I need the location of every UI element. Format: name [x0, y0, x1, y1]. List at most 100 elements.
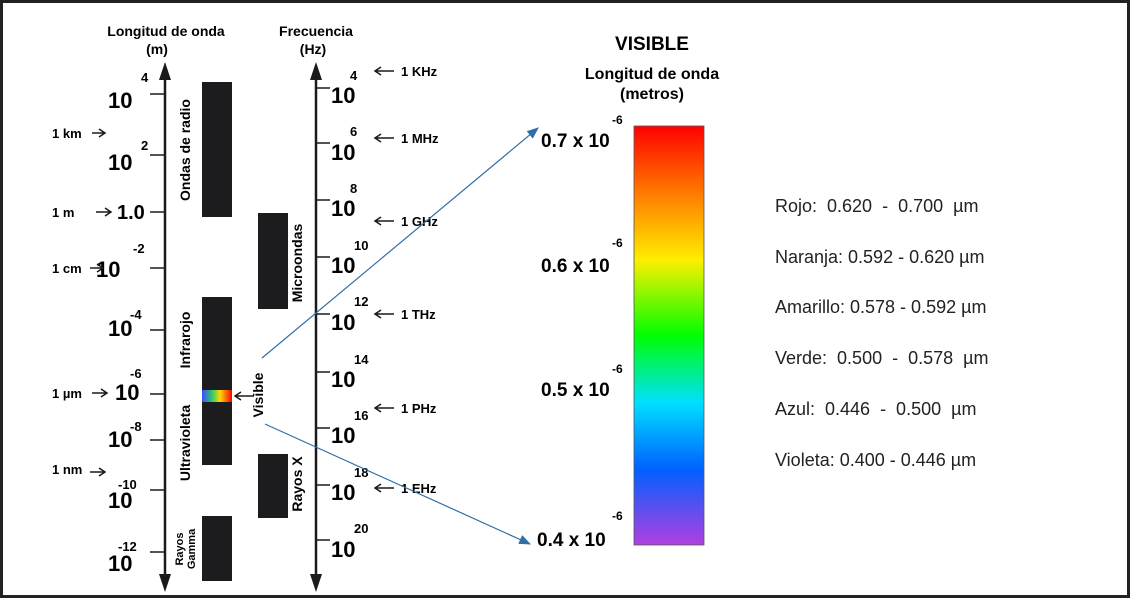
frequency-ticks: 10 4 10 6 10 8 10 10 10 12 10 14 [316, 68, 369, 562]
fr-tick-8-exp: 20 [354, 521, 368, 536]
wl-tick-0-base: 10 [108, 88, 132, 113]
fr-tick-0-exp: 4 [350, 68, 358, 83]
fr-tick-7-base: 10 [331, 480, 355, 505]
label-visible: Visible [250, 372, 266, 417]
marker-1km: 1 km [52, 126, 82, 141]
scale-1-base: 0.6 x 10 [541, 256, 610, 277]
wl-tick-5-exp: -6 [130, 366, 142, 381]
wl-tick-4: 10 -4 [108, 307, 165, 341]
visible-pointer-arrow [233, 391, 254, 401]
label-microondas: Microondas [289, 224, 305, 303]
scale-3-exp: -6 [612, 509, 623, 523]
wl-tick-3-exp: -2 [133, 241, 145, 256]
fr-tick-4: 10 12 [316, 294, 368, 335]
scale-2-exp: -6 [612, 362, 623, 376]
wl-tick-7-base: 10 [108, 488, 132, 513]
visible-subtitle-unit: (metros) [620, 86, 684, 103]
marker-1cm: 1 cm [52, 261, 82, 276]
marker-1m: 1 m [52, 205, 74, 220]
scale-1-exp: -6 [612, 236, 623, 250]
marker-1km-arrow [92, 128, 107, 138]
wavelength-axis-arrow-down [159, 574, 171, 592]
wl-tick-1-exp: 2 [141, 138, 148, 153]
scale-0-exp: -6 [612, 113, 623, 127]
zoom-line-bottom [264, 423, 532, 545]
scale-0-base: 0.7 x 10 [541, 131, 610, 152]
marker-phz-arrow [373, 403, 394, 413]
marker-ehz-arrow [373, 483, 394, 493]
wl-tick-8: 10 -12 [108, 539, 165, 576]
label-radio: Ondas de radio [177, 99, 193, 201]
range-violeta: Violeta: 0.400 - 0.446 µm [775, 450, 977, 470]
scale-3-base: 0.4 x 10 [537, 530, 606, 551]
frequency-axis-arrow-down [310, 574, 322, 592]
marker-1m-arrow [96, 207, 113, 217]
marker-thz-arrow [373, 309, 394, 319]
fr-tick-7: 10 18 [316, 465, 368, 505]
fr-tick-6-exp: 16 [354, 408, 368, 423]
marker-1nm-arrow [90, 467, 107, 477]
marker-1um: 1 µm [52, 386, 82, 401]
fr-tick-6: 10 16 [316, 408, 368, 448]
spectrum-scale: 0.7 x 10 -6 0.6 x 10 -6 0.5 x 10 -6 0.4 … [537, 113, 623, 551]
fr-tick-2: 10 8 [316, 181, 357, 221]
scale-2-base: 0.5 x 10 [541, 380, 610, 401]
label-rayos-x: Rayos X [289, 456, 305, 512]
marker-thz: 1 THz [401, 307, 436, 322]
label-infrarojo: Infrarojo [177, 312, 193, 369]
marker-1nm: 1 nm [52, 462, 82, 477]
fr-tick-2-exp: 8 [350, 181, 357, 196]
wavelength-markers: 1 km 1 m 1 cm 1 µm 1 nm [52, 126, 113, 477]
fr-tick-5-exp: 14 [354, 352, 369, 367]
marker-phz: 1 PHz [401, 401, 437, 416]
fr-tick-0-base: 10 [331, 83, 355, 108]
wl-tick-1-base: 10 [108, 150, 132, 175]
wavelength-axis-unit: (m) [146, 41, 168, 57]
wl-tick-0: 10 4 [108, 70, 165, 113]
range-rojo: Rojo: 0.620 - 0.700 µm [775, 196, 979, 216]
fr-tick-3: 10 10 [316, 238, 368, 278]
wl-tick-7: 10 -10 [108, 477, 165, 513]
wl-tick-6: 10 -8 [108, 419, 165, 452]
fr-tick-4-exp: 12 [354, 294, 368, 309]
wl-tick-4-exp: -4 [130, 307, 142, 322]
band-visible-strip [202, 390, 232, 402]
marker-mhz-arrow [373, 133, 394, 143]
wl-tick-2-base: 1.0 [117, 202, 145, 224]
frequency-axis-title: Frecuencia [279, 23, 353, 39]
wl-tick-5-base: 10 [115, 380, 139, 405]
marker-ehz: 1 EHz [401, 481, 437, 496]
zoom-line-top [261, 127, 539, 359]
marker-khz: 1 KHz [401, 64, 438, 79]
fr-tick-0: 10 4 [316, 68, 358, 108]
fr-tick-1: 10 6 [316, 124, 357, 165]
label-rayos-gamma-1: Rayos [174, 532, 186, 565]
wl-tick-8-exp: -12 [118, 539, 137, 554]
frequency-markers: 1 KHz 1 MHz 1 GHz 1 THz 1 PHz 1 EHz [373, 64, 439, 496]
fr-tick-2-base: 10 [331, 196, 355, 221]
fr-tick-1-base: 10 [331, 140, 355, 165]
band-gamma [202, 516, 232, 581]
range-amarillo: Amarillo: 0.578 - 0.592 µm [775, 297, 987, 317]
fr-tick-4-base: 10 [331, 310, 355, 335]
label-ultravioleta: Ultravioleta [177, 405, 193, 481]
wl-tick-5: 10 -6 [115, 366, 165, 405]
visible-title: VISIBLE [615, 34, 689, 55]
visible-spectrum-bar [633, 125, 705, 546]
marker-1um-arrow [92, 388, 109, 398]
band-xray [258, 454, 288, 518]
fr-tick-8: 10 20 [316, 521, 368, 562]
marker-1cm-arrow [90, 263, 105, 273]
wavelength-axis-title: Longitud de onda [107, 23, 225, 39]
range-azul: Azul: 0.446 - 0.500 µm [775, 399, 977, 419]
marker-ghz-arrow [373, 216, 394, 226]
wl-tick-4-base: 10 [108, 316, 132, 341]
wavelength-ticks: 10 4 10 2 1.0 10 -2 10 -4 10 -6 [96, 70, 165, 576]
wl-tick-6-exp: -8 [130, 419, 142, 434]
fr-tick-1-exp: 6 [350, 124, 357, 139]
wl-tick-6-base: 10 [108, 427, 132, 452]
wavelength-axis-arrow-up [159, 62, 171, 80]
wl-tick-7-exp: -10 [118, 477, 137, 492]
